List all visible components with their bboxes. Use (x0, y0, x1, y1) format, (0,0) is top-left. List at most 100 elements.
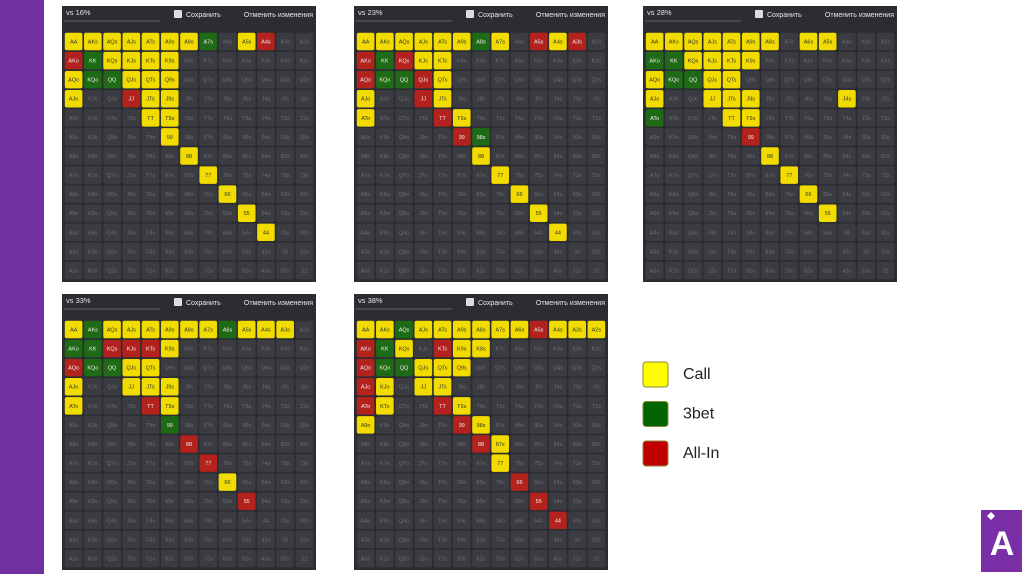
hand-label: 42o (261, 268, 270, 274)
hand-label: T8o (146, 154, 155, 160)
revert-button[interactable]: Отменить изменения (536, 12, 605, 19)
revert-button[interactable]: Отменить изменения (536, 300, 605, 307)
hand-label: A4o (361, 230, 371, 236)
hand-label: Q8o (107, 442, 117, 448)
save-button[interactable]: Сохранить (478, 12, 513, 19)
hand-label: K8o (88, 442, 98, 448)
hand-label: Q3s (572, 366, 582, 372)
hand-cell (64, 261, 83, 280)
hand-label: AJs (419, 39, 428, 45)
hand-cell (761, 242, 779, 261)
hand-cell (103, 147, 121, 165)
hand-cell (395, 454, 413, 472)
hand-cell (838, 204, 856, 222)
hand-cell (122, 242, 141, 261)
hand-label: T4s (261, 116, 270, 122)
hand-label: 98o (457, 154, 466, 160)
hand-cell (761, 147, 779, 165)
hand-label: T2o (146, 268, 155, 274)
hand-cell (180, 261, 198, 280)
hand-cell (549, 223, 567, 242)
hand-label: 32s (300, 249, 309, 255)
hand-label: T9o (438, 135, 447, 141)
hand-label: KQo (379, 78, 390, 84)
hand-cell (587, 32, 606, 51)
hand-cell (395, 473, 413, 491)
hand-label: Q3o (107, 249, 117, 255)
hand-cell (356, 454, 375, 472)
hand-label: 76o (785, 192, 794, 198)
hand-label: K2o (380, 556, 390, 562)
hand-label: A9o (361, 423, 371, 429)
revert-button[interactable]: Отменить изменения (244, 12, 313, 19)
legend-swatch (642, 401, 669, 427)
save-button[interactable]: Сохранить (478, 300, 513, 307)
hand-label: A7o (69, 173, 79, 179)
hand-cell (665, 166, 683, 184)
hand-cell (276, 128, 294, 146)
hand-cell (257, 530, 275, 549)
hand-label: 96o (165, 192, 174, 198)
hand-cell (160, 242, 179, 261)
save-button[interactable]: Сохранить (186, 300, 221, 307)
hand-cell (122, 204, 141, 222)
revert-button[interactable]: Отменить изменения (244, 300, 313, 307)
hand-label: 66 (805, 192, 811, 198)
hand-label: Q8o (107, 154, 117, 160)
hand-cell (472, 530, 490, 549)
hand-label: A5s (242, 327, 252, 333)
hand-cell (218, 397, 237, 415)
hand-label: 52o (242, 268, 251, 274)
hand-cell (472, 358, 490, 377)
hand-cell (684, 204, 702, 222)
hand-label: 96s (515, 423, 524, 429)
hand-cell (761, 185, 779, 203)
hand-label: 62s (300, 192, 309, 198)
hand-cell (141, 51, 160, 70)
hand-cell (84, 223, 102, 242)
revert-button[interactable]: Отменить изменения (825, 12, 894, 19)
hand-label: 54o (534, 518, 543, 524)
hand-label: 82o (476, 556, 485, 562)
hand-label: KK (89, 59, 97, 65)
hand-label: J2o (127, 556, 136, 562)
hand-label: J2o (127, 268, 136, 274)
hand-cell (218, 320, 237, 339)
hand-cell (141, 70, 160, 89)
hand-label: K6s (223, 59, 233, 65)
hand-label: 95o (165, 211, 174, 217)
hand-cell (84, 473, 102, 491)
hand-label: 22 (301, 556, 307, 562)
hand-cell (376, 51, 394, 70)
hand-label: 73o (785, 249, 794, 255)
hand-cell (295, 320, 314, 339)
hand-cell (568, 530, 586, 549)
hand-label: 94s (842, 135, 851, 141)
hand-cell (433, 185, 452, 203)
hand-cell (84, 339, 102, 358)
save-button[interactable]: Сохранить (767, 12, 802, 19)
hand-cell (257, 378, 275, 396)
hand-label: TT (728, 116, 735, 122)
hand-cell (414, 473, 433, 491)
hand-label: 84s (261, 154, 270, 160)
hand-cell (414, 416, 433, 434)
hand-label: K7s (203, 59, 213, 65)
hand-cell (376, 32, 394, 51)
hand-cell (472, 128, 490, 146)
save-button[interactable]: Сохранить (186, 12, 221, 19)
hand-label: 99 (459, 135, 465, 141)
hand-label: A4o (69, 230, 79, 236)
hand-label: JTo (419, 404, 428, 410)
hand-label: 96s (223, 135, 232, 141)
hand-cell (472, 378, 490, 396)
hand-label: 75o (204, 499, 213, 505)
hand-label: T9o (146, 135, 155, 141)
hand-cell (160, 454, 179, 472)
hand-label: J9o (127, 423, 136, 429)
hand-label: K2s (592, 59, 602, 65)
hand-label: 93o (746, 249, 755, 255)
hand-cell (568, 109, 586, 127)
hand-label: T5o (438, 499, 447, 505)
hand-cell (510, 473, 529, 491)
